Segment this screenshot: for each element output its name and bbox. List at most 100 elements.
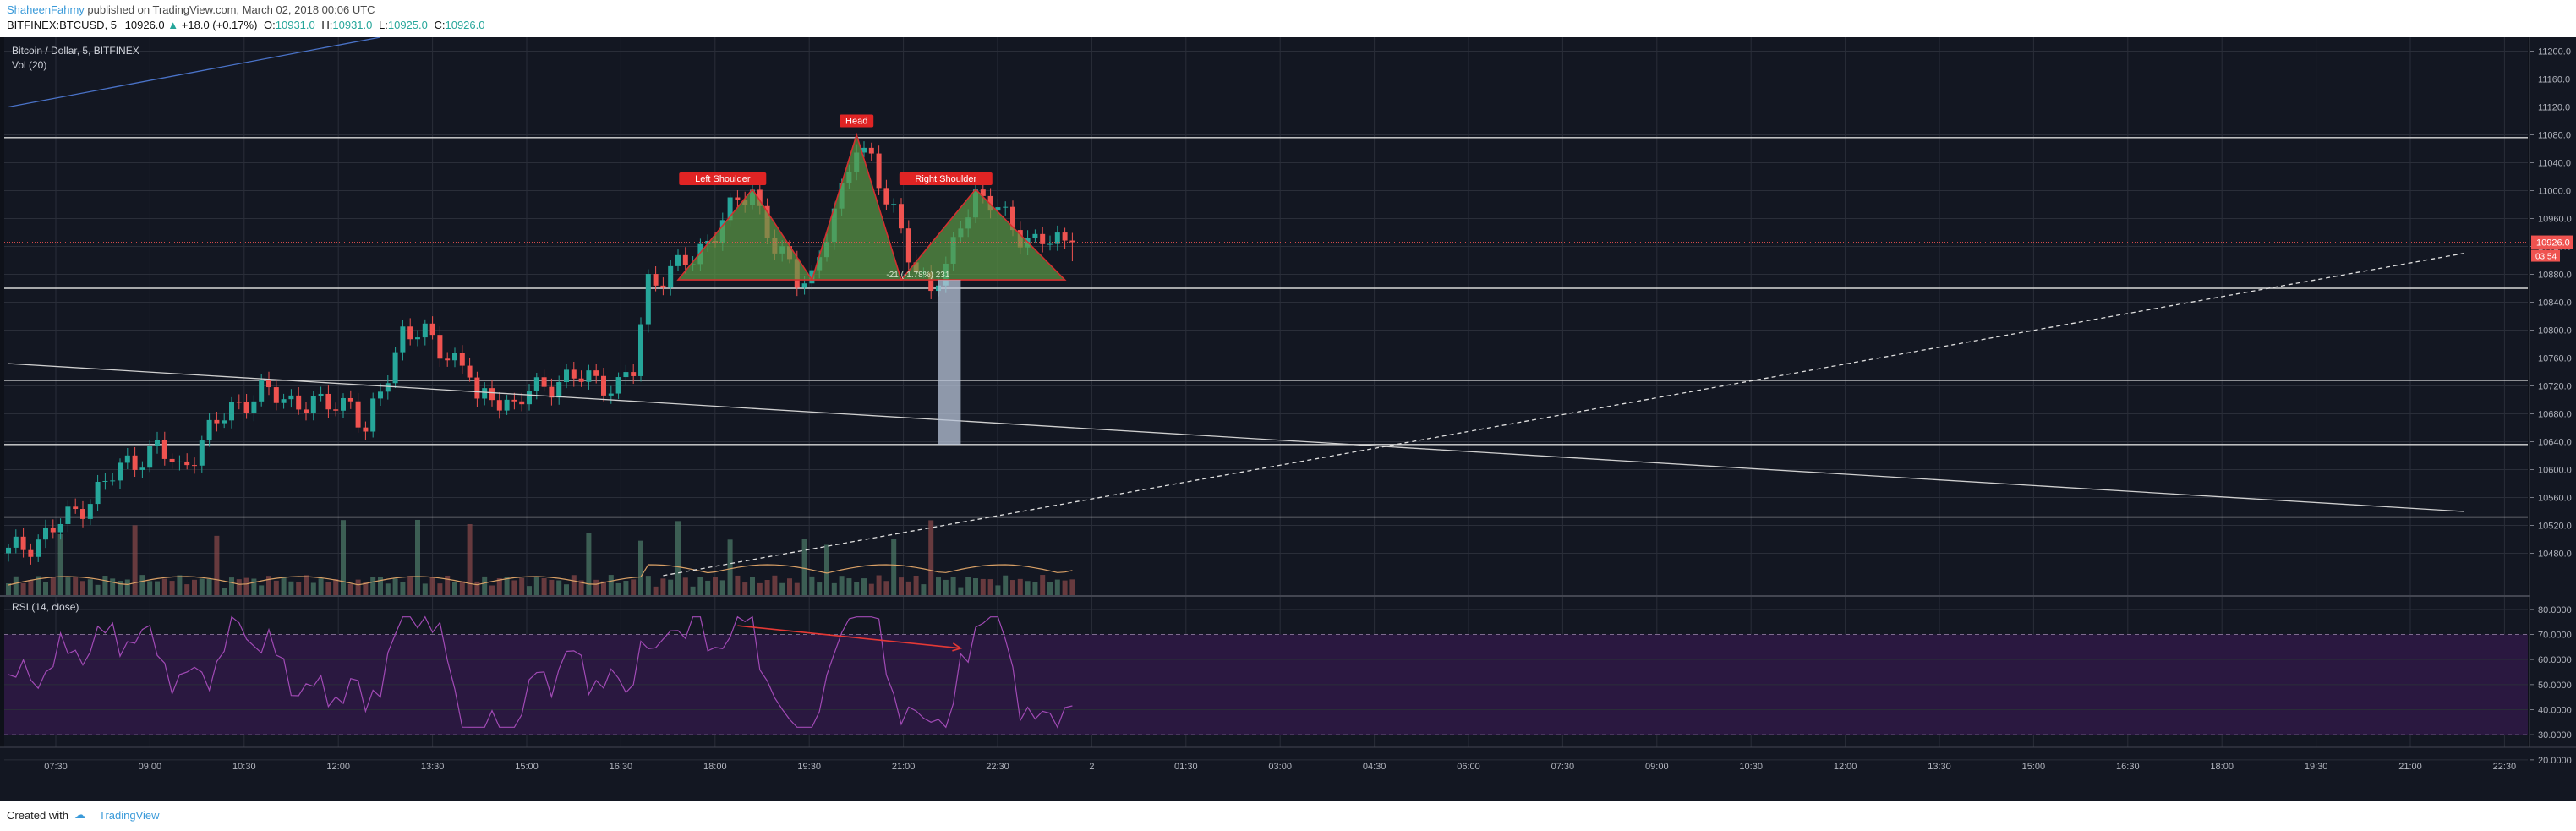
volume-bar — [601, 581, 606, 595]
candle-body — [735, 197, 741, 200]
candle-body — [251, 401, 257, 413]
candle-body — [243, 402, 249, 413]
volume-bar — [341, 520, 346, 595]
candle-body — [363, 427, 369, 432]
volume-bar — [214, 535, 220, 595]
time-axis-panel — [0, 747, 2576, 801]
candle-body — [578, 378, 584, 382]
candle-body — [139, 467, 145, 470]
volume-bar — [928, 520, 934, 595]
volume-bar — [660, 578, 666, 595]
volume-bar — [304, 575, 309, 595]
volume-ma-line — [8, 564, 1073, 586]
candle-body — [161, 440, 167, 459]
annotation-label: Head — [845, 117, 867, 127]
dashed-trendline — [663, 253, 2464, 577]
volume-bar — [527, 586, 532, 595]
candle-body — [861, 147, 867, 153]
candle-body — [445, 358, 451, 361]
time-tick-label: 03:00 — [1268, 762, 1292, 772]
volume-bar — [1010, 580, 1015, 595]
time-tick-label: 13:30 — [421, 762, 445, 772]
volume-bar — [943, 579, 949, 595]
candle-body — [273, 387, 279, 403]
volume-bar — [1054, 579, 1060, 595]
volume-bar — [1032, 582, 1038, 595]
candle-body — [511, 399, 517, 402]
volume-bar — [764, 579, 770, 595]
candle-body — [459, 353, 465, 366]
volume-bar — [415, 519, 420, 595]
head-pattern — [811, 132, 903, 281]
low-value: 10925.0 — [387, 19, 428, 31]
candle-body — [6, 547, 11, 554]
candle-body — [259, 380, 265, 402]
candle-body — [1032, 233, 1038, 238]
volume-bar — [533, 576, 539, 595]
candle-body — [868, 147, 874, 154]
volume-bar — [251, 578, 257, 595]
tradingview-brand[interactable]: TradingView — [99, 809, 160, 822]
volume-bar — [124, 579, 130, 595]
volume-bar — [222, 588, 227, 595]
candle-body — [199, 440, 205, 466]
volume-bar — [801, 539, 807, 595]
candle-body — [1062, 232, 1068, 241]
candle-body — [883, 188, 889, 205]
volume-bar — [980, 578, 986, 595]
publish-line: ShaheenFahmy published on TradingView.co… — [7, 3, 375, 16]
pane-title: Bitcoin / Dollar, 5, BITFINEX — [12, 45, 139, 57]
price-tick-label: 11080.0 — [2538, 131, 2571, 141]
volume-bar — [36, 576, 41, 595]
candle-body — [132, 455, 138, 470]
high-value: 10931.0 — [332, 19, 373, 31]
annotation-label-bg — [679, 172, 767, 186]
volume-bar — [653, 586, 659, 595]
candle-body — [13, 536, 19, 548]
author-link[interactable]: ShaheenFahmy — [7, 3, 85, 16]
measure-box — [938, 280, 961, 445]
volume-bar — [1047, 582, 1053, 595]
time-tick-label: 04:30 — [1363, 762, 1386, 772]
candle-body — [891, 204, 897, 205]
volume-bar — [57, 533, 63, 595]
candle-body — [504, 399, 510, 411]
rsi-tick-label: 70.0000 — [2538, 631, 2572, 641]
candle-body — [593, 370, 599, 376]
candle-body — [73, 506, 79, 510]
volume-bar — [333, 579, 339, 595]
volume-bar — [995, 585, 1001, 595]
volume-bar — [355, 579, 361, 595]
time-tick-label: 16:30 — [2116, 762, 2140, 772]
time-tick-label: 22:30 — [986, 762, 1009, 772]
volume-bar — [310, 582, 316, 595]
volume-bar — [87, 579, 93, 595]
volume-bar — [102, 576, 108, 595]
candle-body — [192, 465, 197, 467]
close-value: 10926.0 — [445, 19, 485, 31]
volume-bar — [489, 585, 495, 595]
volume-bar — [824, 544, 829, 595]
candle-body — [705, 240, 711, 244]
volume-bar — [496, 578, 502, 595]
volume-bar — [206, 578, 212, 595]
volume-bar — [1040, 575, 1046, 595]
candle-body — [586, 370, 592, 382]
annotation-label-bg — [840, 114, 874, 128]
candle-body — [519, 401, 525, 405]
chart-canvas[interactable]: 07:30 09:00 10:30 12:00 13:30 15:00 16:30 18:00… — [0, 37, 2576, 801]
volume-bar — [831, 582, 837, 595]
price-tick-label: 11040.0 — [2538, 159, 2571, 169]
time-tick-label: 21:00 — [892, 762, 916, 772]
candle-body — [645, 274, 651, 325]
volume-bar — [809, 576, 815, 595]
last-price: 10926.0 — [124, 19, 165, 31]
open-value: 10931.0 — [275, 19, 315, 31]
candle-body — [169, 458, 175, 462]
price-tick-label: 10880.0 — [2538, 271, 2572, 281]
rsi-divergence-arrow — [737, 625, 961, 649]
candle-body — [1054, 232, 1060, 244]
annotation-label-bg — [899, 172, 993, 186]
candle-body — [876, 153, 882, 189]
time-tick-label: 07:30 — [1551, 762, 1575, 772]
